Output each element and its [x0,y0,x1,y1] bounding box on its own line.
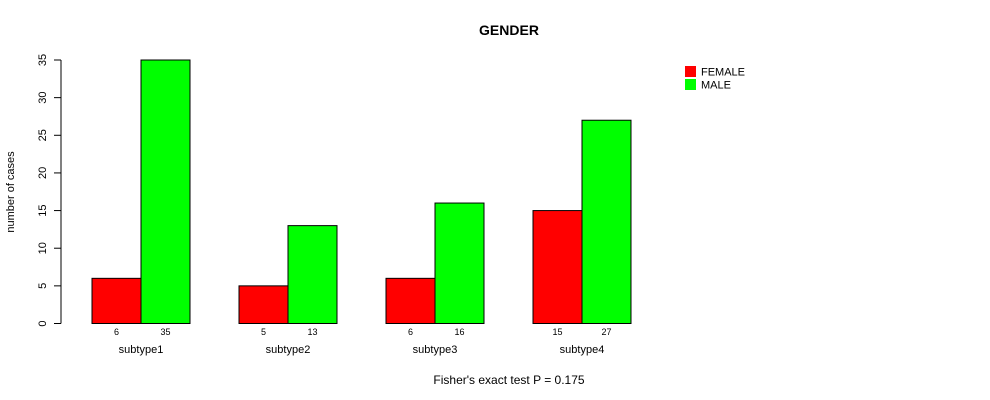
legend-swatch-male [685,79,696,90]
data-labels-group: 6 35 5 13 6 16 15 27 [114,327,612,337]
y-tick-label: 25 [37,129,49,141]
data-label: 13 [307,327,317,337]
data-label: 5 [261,327,266,337]
bar-female-subtype3 [385,277,436,325]
legend-label-female: FEMALE [701,67,745,79]
category-label: subtype2 [266,344,311,356]
data-label: 15 [552,327,562,337]
y-tick-label: 5 [37,283,49,289]
category-label: subtype4 [560,344,605,356]
bar-male-subtype1 [140,59,191,324]
category-labels-group: subtype1 subtype2 subtype3 subtype4 [119,344,605,356]
y-tick-label: 20 [37,167,49,179]
category-label: subtype1 [119,344,164,356]
bar-male-subtype2 [287,225,338,324]
y-axis-title: number of cases [5,151,17,233]
y-tick-label: 30 [37,92,49,104]
bar-female-subtype4 [532,210,583,324]
data-label: 16 [454,327,464,337]
y-tick-label: 35 [37,54,49,66]
category-label: subtype3 [413,344,458,356]
fisher-test-note: Fisher's exact test P = 0.175 [433,373,584,387]
y-tick-label: 15 [37,204,49,216]
data-label: 6 [114,327,119,337]
bar-male-subtype3 [434,202,485,325]
bar-male-subtype4 [581,119,632,324]
y-tick-label: 10 [37,242,49,254]
legend-label-male: MALE [701,80,731,92]
data-label: 35 [160,327,170,337]
legend-swatch-female [685,66,696,77]
data-label: 6 [408,327,413,337]
bar-female-subtype2 [238,285,289,325]
data-label: 27 [601,327,611,337]
chart-title: GENDER [479,22,539,38]
y-axis-ticks: 0 5 10 15 20 25 30 35 [37,54,61,327]
bars-group [91,59,632,325]
y-tick-label: 0 [37,320,49,326]
bar-female-subtype1 [91,277,142,325]
